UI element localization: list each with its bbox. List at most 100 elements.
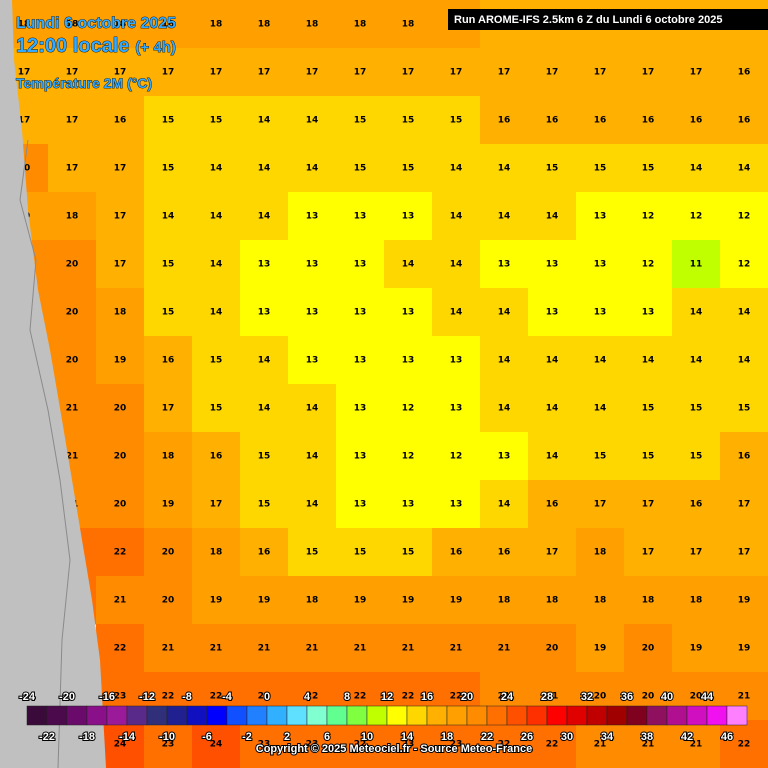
cell-value: 15	[162, 164, 175, 174]
legend-swatch	[466, 705, 488, 726]
legend-label: 28	[541, 691, 553, 703]
cell-value: 15	[354, 164, 367, 174]
legend-swatch	[186, 705, 208, 726]
cell	[384, 720, 433, 768]
cell	[96, 288, 145, 337]
cell-value: 21	[546, 692, 559, 702]
cell-value: 20	[642, 692, 655, 702]
cell-value: 14	[546, 356, 559, 366]
cell-value: 22	[450, 692, 463, 702]
cell-value: 22	[114, 548, 127, 558]
cell-value: 12	[402, 452, 415, 462]
cell	[144, 384, 193, 433]
cell-value: 21	[114, 596, 127, 606]
cell-value: 15	[162, 116, 175, 126]
cell	[384, 288, 433, 337]
cell	[672, 432, 721, 481]
cell	[672, 624, 721, 673]
cell-value: 16	[258, 548, 271, 558]
cell-value: 15	[258, 500, 271, 510]
legend-label: -8	[182, 691, 192, 703]
legend-swatch	[386, 705, 408, 726]
cell	[384, 144, 433, 193]
cell-value: 18	[66, 212, 79, 222]
cell-value: 15	[450, 116, 463, 126]
cell	[432, 720, 481, 768]
cell	[528, 144, 577, 193]
cell-value: 15	[738, 404, 751, 414]
cell-value: 15	[690, 404, 703, 414]
cell-value: 18	[498, 596, 511, 606]
cell	[384, 528, 433, 577]
cell-value: 12	[642, 260, 655, 270]
cell-value: 16	[738, 452, 751, 462]
legend-label: 36	[621, 691, 633, 703]
cell-value: 18	[114, 20, 127, 30]
cell	[720, 144, 768, 193]
legend-label: -18	[79, 731, 95, 743]
cell	[336, 480, 385, 529]
cell	[240, 336, 289, 385]
cell	[192, 96, 241, 145]
cell	[288, 336, 337, 385]
cell	[288, 480, 337, 529]
cell	[192, 528, 241, 577]
cell-value: 22	[738, 740, 751, 750]
legend-swatch	[506, 705, 528, 726]
cell-value: 13	[354, 260, 367, 270]
cell-value: 19	[258, 596, 271, 606]
cell-value: 15	[690, 452, 703, 462]
legend-label: 6	[324, 731, 330, 743]
cell-value: 19	[738, 596, 751, 606]
cell	[576, 336, 625, 385]
cell-value: 17	[258, 68, 271, 78]
cell	[288, 240, 337, 289]
cell	[288, 384, 337, 433]
cell-value: 20	[66, 260, 79, 270]
cell	[192, 624, 241, 673]
legend-label: 10	[361, 731, 373, 743]
cell	[288, 144, 337, 193]
legend-label: 40	[661, 691, 673, 703]
legend-label: 20	[461, 691, 473, 703]
cell	[432, 480, 481, 529]
cell-value: 13	[594, 308, 607, 318]
cell-value: 13	[354, 212, 367, 222]
cell	[240, 0, 289, 49]
cell	[288, 192, 337, 241]
cell	[480, 720, 529, 768]
legend-swatch	[726, 705, 748, 726]
cell-value: 14	[306, 452, 319, 462]
legend-swatch	[106, 705, 128, 726]
cell-value: 20	[114, 452, 127, 462]
cell	[624, 384, 673, 433]
cell-value: 14	[498, 500, 511, 510]
cell	[96, 144, 145, 193]
cell	[720, 192, 768, 241]
cell	[48, 288, 97, 337]
cell	[384, 480, 433, 529]
cell-value: 14	[450, 164, 463, 174]
cell-value: 17	[162, 404, 175, 414]
cell-value: 13	[498, 452, 511, 462]
cell-value: 20	[66, 308, 79, 318]
cell	[528, 240, 577, 289]
run-box	[448, 9, 768, 30]
cell	[672, 528, 721, 577]
cell-value: 21	[450, 644, 463, 654]
cell	[624, 240, 673, 289]
legend-swatch	[706, 705, 728, 726]
cell	[96, 576, 145, 625]
cell-value: 18	[210, 20, 223, 30]
legend-swatch	[406, 705, 428, 726]
cell-value: 17	[66, 164, 79, 174]
cell-value: 22	[354, 692, 367, 702]
cell-value: 22	[210, 692, 223, 702]
cell	[144, 576, 193, 625]
cell-value: 14	[594, 404, 607, 414]
cell-value: 16	[738, 68, 751, 78]
cell	[240, 624, 289, 673]
coastline	[19, 139, 71, 768]
cell-value: 13	[354, 404, 367, 414]
legend-swatch	[446, 705, 468, 726]
